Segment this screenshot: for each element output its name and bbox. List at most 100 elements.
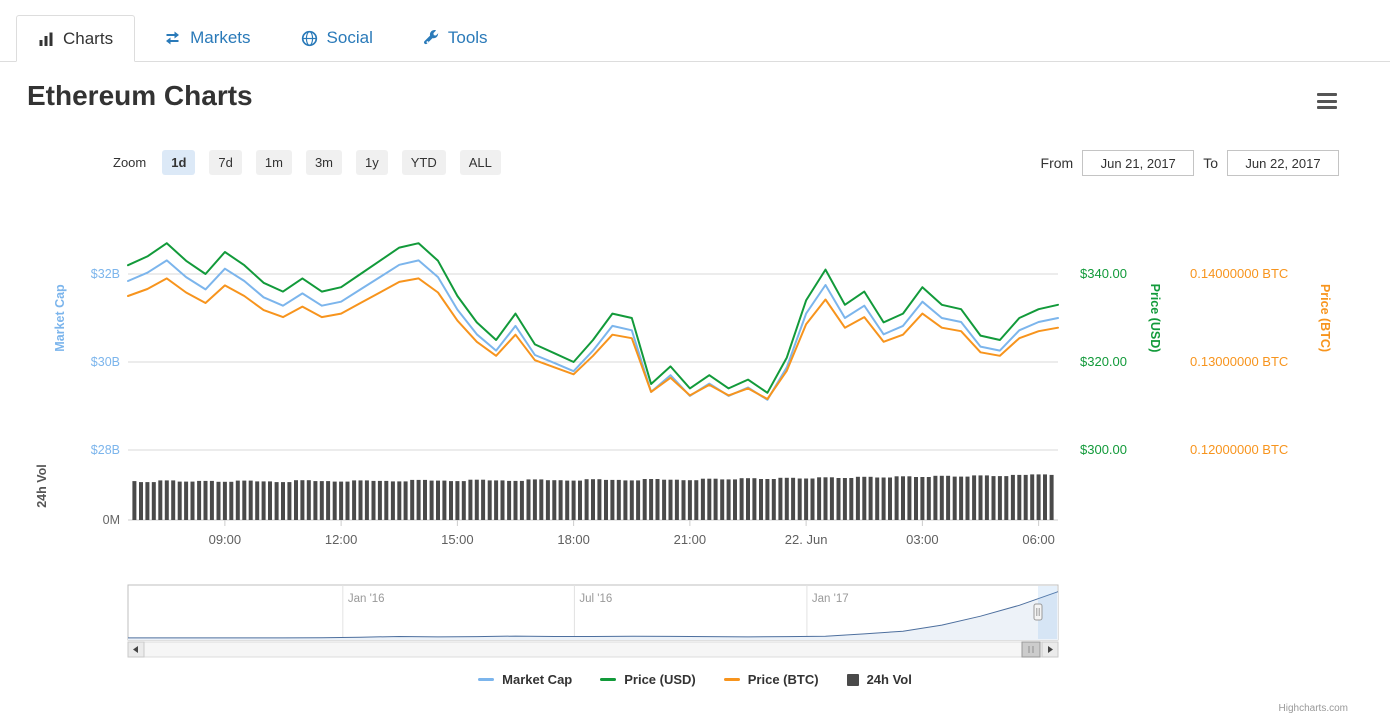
volume-bar bbox=[390, 481, 395, 520]
volume-bar bbox=[817, 477, 822, 520]
zoom-buttons-group: Zoom 1d 7d 1m 3m 1y YTD ALL bbox=[113, 150, 501, 175]
volume-bar bbox=[765, 479, 770, 520]
volume-bar bbox=[597, 479, 602, 520]
volume-bar bbox=[481, 479, 486, 520]
volume-bar bbox=[662, 479, 667, 520]
scrollbar-right-button[interactable] bbox=[1041, 641, 1059, 658]
volume-bar bbox=[629, 480, 634, 520]
volume-bar bbox=[739, 478, 744, 520]
volume-bar bbox=[855, 476, 860, 520]
y-label-market-cap: $30B bbox=[91, 355, 120, 369]
navigator-selected-mask bbox=[1038, 586, 1057, 639]
volume-bar bbox=[668, 479, 673, 520]
axis-title-price-usd: Price (USD) bbox=[1148, 284, 1162, 353]
chart-area[interactable]: $32B $30B $28B $340.00 $320.00 $300.00 0.14000… bbox=[0, 190, 1390, 660]
volume-bar bbox=[377, 480, 382, 520]
tab-tools[interactable]: Tools bbox=[402, 15, 509, 61]
volume-bar bbox=[1036, 474, 1041, 520]
y-label-price-usd: $340.00 bbox=[1080, 266, 1127, 281]
volume-bar bbox=[978, 475, 983, 520]
navigator-handle[interactable] bbox=[1033, 603, 1043, 621]
navigator-label: Jan '16 bbox=[348, 593, 385, 605]
volume-bar bbox=[242, 480, 247, 520]
tab-label: Charts bbox=[63, 28, 114, 48]
zoom-button-all[interactable]: ALL bbox=[459, 150, 501, 175]
volume-bar bbox=[184, 481, 189, 520]
wrench-icon bbox=[423, 30, 439, 46]
volume-bar bbox=[197, 480, 202, 520]
volume-bar bbox=[836, 478, 841, 520]
volume-bar bbox=[313, 481, 318, 520]
tab-charts[interactable]: Charts bbox=[16, 15, 136, 62]
volume-bar bbox=[345, 481, 350, 520]
volume-bar bbox=[306, 480, 311, 520]
navigator-handle-grip bbox=[1033, 603, 1043, 621]
legend-item-price-usd[interactable]: Price (USD) bbox=[600, 672, 696, 687]
scrollbar-track[interactable] bbox=[143, 641, 1043, 658]
chart-legend: Market Cap Price (USD) Price (BTC) 24h V… bbox=[0, 672, 1390, 687]
globe-icon bbox=[301, 30, 318, 47]
volume-bar bbox=[403, 481, 408, 520]
volume-bar bbox=[707, 478, 712, 520]
tab-label: Tools bbox=[447, 28, 488, 47]
series-market-cap bbox=[127, 259, 1059, 401]
zoom-button-1m[interactable]: 1m bbox=[255, 150, 292, 175]
volume-bar bbox=[449, 481, 453, 520]
zoom-button-1y[interactable]: 1y bbox=[356, 150, 388, 175]
from-label: From bbox=[1040, 155, 1074, 171]
volume-bar bbox=[901, 476, 905, 520]
y-label-market-cap: $32B bbox=[91, 267, 120, 281]
chart-context-menu-button[interactable] bbox=[1317, 93, 1337, 109]
legend-item-price-btc[interactable]: Price (BTC) bbox=[723, 672, 819, 687]
range-selector: Zoom 1d 7d 1m 3m 1y YTD ALL From To bbox=[0, 150, 1390, 180]
volume-bar bbox=[746, 478, 750, 520]
volume-bar bbox=[623, 480, 628, 520]
tab-social[interactable]: Social bbox=[280, 15, 394, 61]
zoom-button-3m[interactable]: 3m bbox=[305, 150, 342, 175]
volume-bar bbox=[946, 475, 951, 520]
legend-item-label: Price (BTC) bbox=[747, 672, 819, 687]
highcharts-credit[interactable]: Highcharts.com bbox=[1278, 703, 1348, 714]
zoom-button-7d[interactable]: 7d bbox=[209, 150, 242, 175]
scrollbar-thumb[interactable] bbox=[1021, 641, 1041, 658]
volume-bar bbox=[352, 480, 357, 520]
volume-bar bbox=[1043, 474, 1047, 520]
volume-bar bbox=[655, 479, 660, 520]
y-label-market-cap: $28B bbox=[91, 443, 120, 457]
hamburger-icon bbox=[1317, 93, 1337, 96]
volume-bar bbox=[410, 479, 415, 520]
volume-bar bbox=[907, 476, 912, 520]
volume-bar bbox=[700, 478, 705, 520]
volume-bar bbox=[616, 479, 621, 520]
volume-bar bbox=[177, 481, 182, 520]
from-date-input[interactable] bbox=[1082, 150, 1195, 176]
zoom-button-1d[interactable]: 1d bbox=[162, 150, 196, 175]
volume-bar bbox=[726, 479, 731, 520]
volume-bar bbox=[933, 475, 938, 520]
volume-bar bbox=[461, 481, 466, 520]
bar-chart-icon bbox=[38, 31, 54, 47]
x-axis-label: 12:00 bbox=[325, 532, 358, 547]
volume-bar bbox=[513, 480, 518, 520]
x-axis-label: 06:00 bbox=[1022, 532, 1055, 547]
legend-item-market-cap[interactable]: Market Cap bbox=[478, 672, 572, 687]
x-axis-label: 22. Jun bbox=[785, 532, 828, 547]
scrollbar-left-button[interactable] bbox=[127, 641, 145, 658]
volume-bar bbox=[261, 481, 266, 520]
legend-item-24h-vol[interactable]: 24h Vol bbox=[846, 672, 912, 687]
series-price-btc- bbox=[127, 277, 1059, 400]
tab-label: Social bbox=[326, 28, 373, 47]
volume-bar bbox=[384, 480, 389, 520]
volume-bar bbox=[759, 479, 763, 520]
tab-markets[interactable]: Markets bbox=[143, 15, 271, 61]
volume-bar bbox=[965, 476, 970, 520]
volume-bar bbox=[455, 481, 460, 520]
zoom-button-ytd[interactable]: YTD bbox=[401, 150, 446, 175]
volume-bar bbox=[1004, 476, 1009, 520]
volume-bar bbox=[371, 480, 376, 520]
volume-bar bbox=[145, 482, 150, 520]
volume-bar bbox=[694, 480, 699, 520]
to-date-input[interactable] bbox=[1227, 150, 1339, 176]
volume-bar bbox=[222, 481, 227, 520]
volume-bar bbox=[171, 480, 176, 520]
